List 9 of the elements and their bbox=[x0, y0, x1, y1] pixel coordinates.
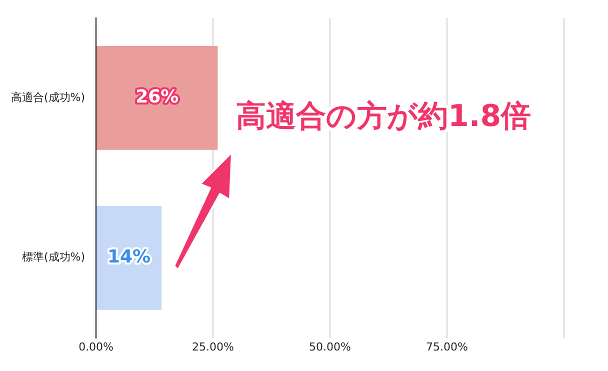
annotation: 高適合の方が約1.8倍 bbox=[236, 98, 532, 134]
x-tick-label: 0.00% bbox=[78, 340, 114, 354]
y-tick-label: 高適合(成功%) bbox=[10, 90, 86, 104]
x-tick-label: 50.00% bbox=[309, 340, 351, 354]
x-tick-label: 75.00% bbox=[426, 340, 468, 354]
data-label: 26% bbox=[136, 86, 179, 108]
y-tick-label: 標準(成功%) bbox=[22, 250, 86, 264]
data-label: 14% bbox=[107, 246, 151, 268]
x-tick-label: 25.00% bbox=[192, 340, 234, 354]
